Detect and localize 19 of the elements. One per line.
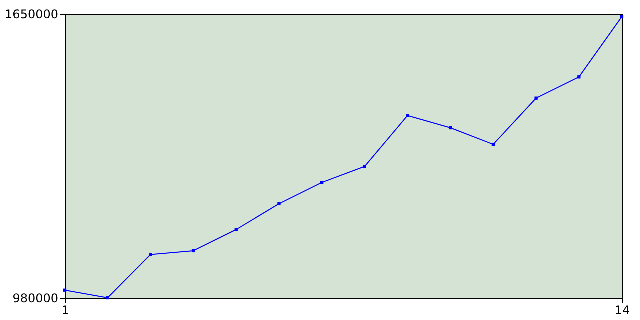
point xyxy=(63,288,67,292)
point xyxy=(449,126,452,130)
y-tick-label: 1650000 xyxy=(5,8,58,22)
x-tick-label: 14 xyxy=(614,304,630,318)
line-series xyxy=(63,15,624,300)
point xyxy=(234,228,238,232)
point xyxy=(192,249,196,253)
point xyxy=(363,165,367,168)
point xyxy=(149,253,152,256)
point xyxy=(406,114,410,118)
x-tick-label: 1 xyxy=(62,304,70,318)
point xyxy=(320,181,324,184)
point xyxy=(578,76,581,79)
point xyxy=(492,142,496,146)
point xyxy=(278,202,281,206)
y-tick-label: 980000 xyxy=(12,292,58,306)
point xyxy=(620,15,624,19)
point xyxy=(534,96,538,100)
point xyxy=(106,296,110,300)
